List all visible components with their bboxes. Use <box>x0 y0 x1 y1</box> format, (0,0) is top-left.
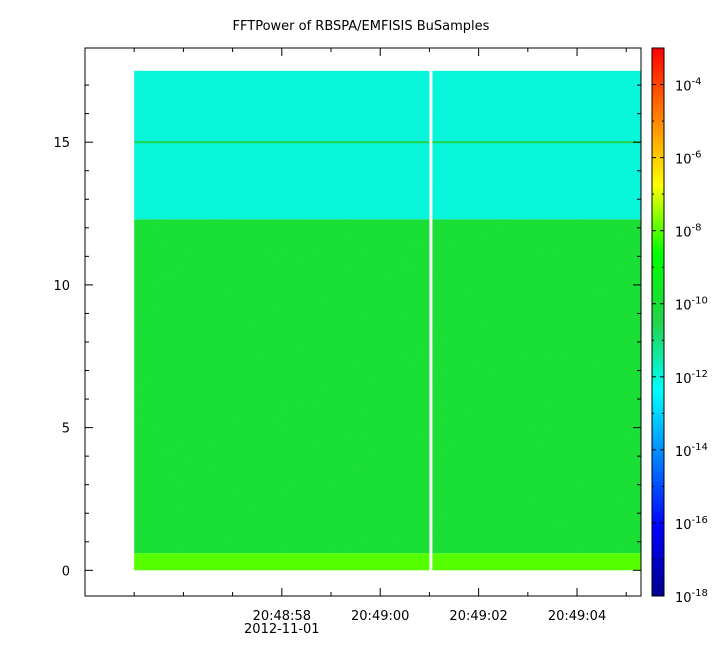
x-tick-label: 20:49:02 <box>449 609 507 624</box>
x-tick-label: 20:49:00 <box>351 609 409 624</box>
data-gap <box>429 69 433 572</box>
spectrum-band-texture-1 <box>134 219 641 554</box>
plot-area <box>84 47 642 597</box>
colorbar-tick-label: 10-6 <box>675 150 702 168</box>
spectrum-band-texture-2 <box>134 70 641 220</box>
y-tick-label: 5 <box>62 422 70 437</box>
y-tick-label: 15 <box>53 136 70 151</box>
colorbar-tick-label: 10-16 <box>675 515 708 533</box>
x-tick-label: 20:48:58 <box>253 609 311 624</box>
chart-title: FFTPower of RBSPA/EMFISIS BuSamples <box>233 19 490 34</box>
x-tick-sublabel: 2012-11-01 <box>244 622 320 637</box>
colorbar-tick-label: 10-8 <box>675 223 702 241</box>
line-feature <box>134 141 641 144</box>
y-tick-label: 10 <box>53 279 70 294</box>
spectrum-band-texture-0 <box>134 553 641 571</box>
colorbar-tick-label: 10-12 <box>675 369 708 387</box>
plot-frame <box>84 47 642 597</box>
colorbar-tick-label: 10-4 <box>675 77 702 95</box>
colorbar-gradient <box>652 48 664 596</box>
colorbar-tick-label: 10-14 <box>675 442 708 460</box>
colorbar-tick-label: 10-10 <box>675 296 708 314</box>
colorbar-tick-label: 10-18 <box>675 588 708 606</box>
y-axis: 0 5 10 15 <box>53 84 641 579</box>
colorbar-frame <box>651 47 665 597</box>
x-tick-label: 20:49:04 <box>548 609 606 624</box>
y-tick-label: 0 <box>62 564 70 579</box>
colorbar: 10-18 10-16 10-14 10-12 10-10 10-8 10-6 10-4 <box>651 47 708 606</box>
